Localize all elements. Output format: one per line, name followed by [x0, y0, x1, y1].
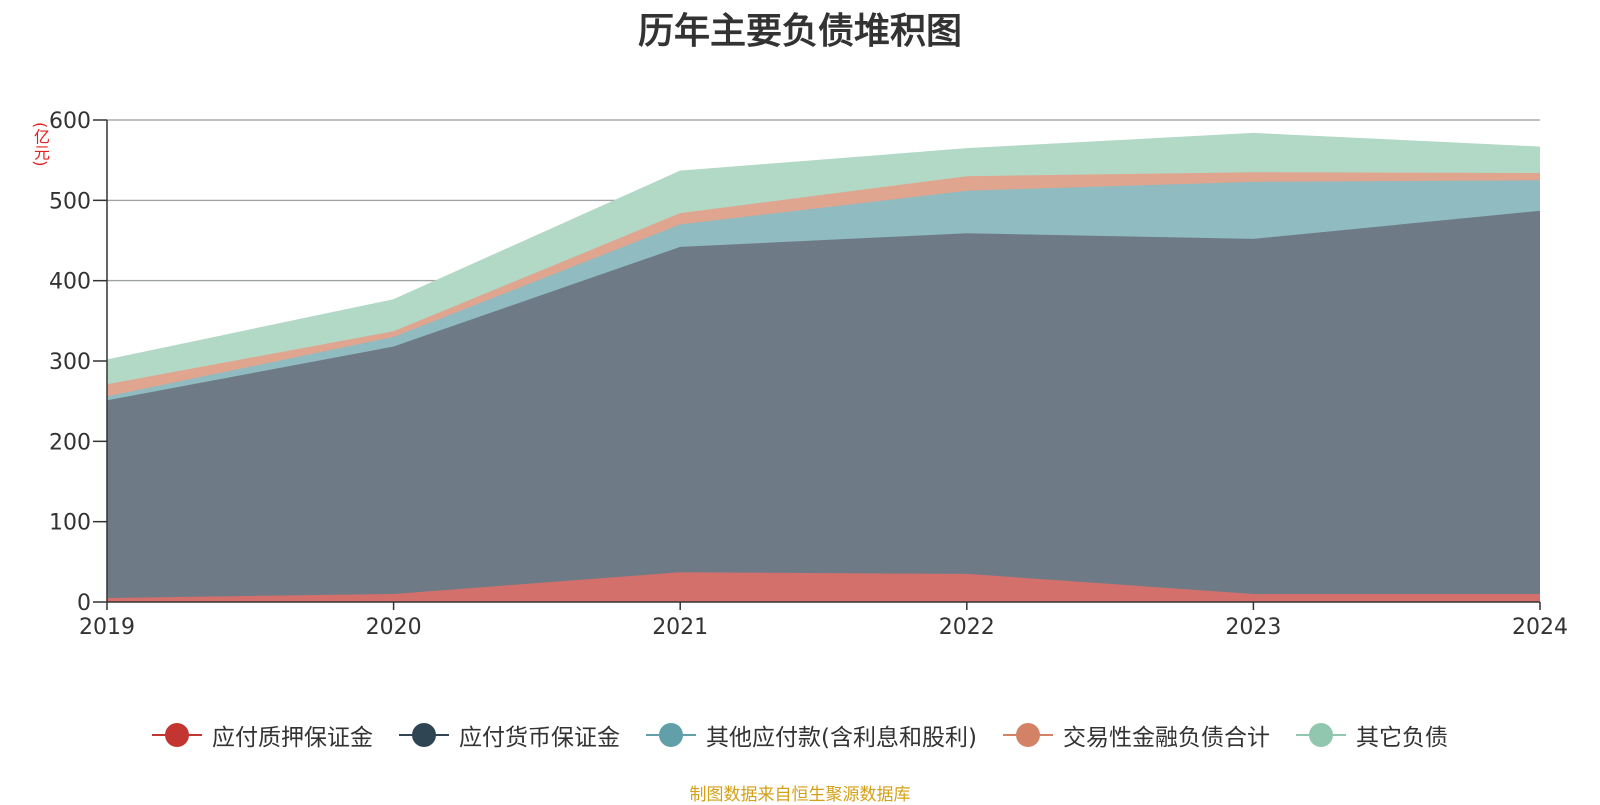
y-tick-label: 100	[49, 511, 91, 536]
y-tick-label: 300	[49, 350, 91, 375]
area-series-5	[107, 133, 1540, 385]
legend-marker-icon	[1295, 723, 1346, 747]
legend-item[interactable]: 其它负债	[1295, 718, 1448, 752]
legend-label: 交易性金融负债合计	[1062, 725, 1270, 751]
x-tick-label: 2021	[652, 615, 708, 640]
y-tick-label: 600	[49, 109, 91, 134]
area-series-3	[107, 180, 1540, 401]
x-tick-label: 2023	[1225, 615, 1281, 640]
axes: 0 100 200 300 400 500 600 2019 2020 2021 2022 2023 2…	[49, 109, 1568, 640]
legend-marker-dot	[659, 723, 684, 747]
x-tick-label: 2019	[79, 615, 135, 640]
legend-marker-dot	[412, 723, 437, 747]
area-series-4-line	[106, 171, 1541, 386]
legend-item[interactable]: 应付质押保证金	[152, 718, 373, 752]
area-series	[106, 132, 1541, 602]
legend-label: 应付货币保证金	[459, 725, 621, 751]
y-tick-label: 500	[49, 189, 91, 214]
chart-title: 历年主要负债堆积图	[637, 11, 962, 52]
data-source-note: 制图数据来自恒生聚源数据库	[689, 785, 911, 805]
legend-marker-dot	[165, 723, 190, 747]
x-tick-label: 2024	[1512, 615, 1568, 640]
legend-marker-icon	[646, 723, 697, 747]
legend-label: 其他应付款(含利息和股利)	[706, 725, 977, 751]
x-tick-label: 2022	[939, 615, 995, 640]
legend-item[interactable]: 其他应付款(含利息和股利)	[646, 718, 977, 752]
legend: 应付质押保证金 应付货币保证金 其他应付款(含利息和股利) 交易性金融负债合计 其它负债	[0, 718, 1600, 752]
legend-marker-dot	[1308, 723, 1333, 747]
area-series-2	[107, 210, 1540, 598]
legend-marker-icon	[152, 723, 203, 747]
area-series-1	[107, 572, 1540, 602]
legend-item[interactable]: 交易性金融负债合计	[1002, 718, 1270, 752]
y-tick-label: 400	[49, 270, 91, 295]
y-tick-label: 0	[77, 591, 91, 616]
x-tick-label: 2020	[366, 615, 422, 640]
legend-marker-icon	[1002, 723, 1053, 747]
legend-marker-dot	[1015, 723, 1040, 747]
area-series-5-line	[106, 132, 1541, 361]
legend-item[interactable]: 应付货币保证金	[399, 718, 620, 752]
y-tick-label: 200	[49, 430, 91, 455]
y-axis-unit-label: (亿元)	[31, 122, 50, 167]
legend-label: 其它负债	[1355, 725, 1448, 751]
legend-label: 应付质押保证金	[212, 725, 374, 751]
legend-marker-icon	[399, 723, 450, 747]
